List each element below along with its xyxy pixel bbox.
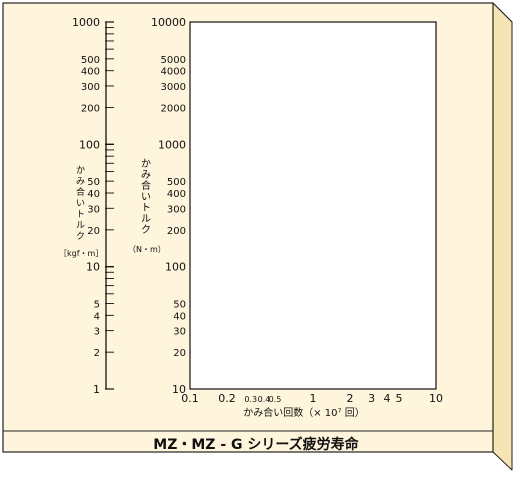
y-axis-title: かみ合いトルク（N・m）	[128, 158, 166, 254]
secondary-tick-label: 40	[87, 189, 100, 200]
secondary-tick-label: 100	[79, 138, 100, 151]
secondary-tick-label: 3	[94, 327, 100, 338]
y-tick-label: 10	[172, 383, 186, 396]
x-tick-label: 0.3	[244, 395, 257, 404]
y-tick-label: 4000	[161, 67, 186, 78]
y-tick-label: 50	[173, 299, 186, 310]
secondary-tick-label: 10	[86, 261, 100, 274]
secondary-tick-label: 5	[94, 299, 100, 310]
y-tick-label: 300	[167, 204, 186, 215]
y-tick-label: 200	[167, 226, 186, 237]
frame-right-face	[492, 2, 513, 471]
y-tick-label: 40	[173, 311, 186, 322]
x-tick-label: 5	[395, 392, 402, 405]
y-tick-label: 1000	[158, 138, 186, 151]
y-tick-label: 5000	[161, 55, 186, 66]
secondary-tick-label: 50	[87, 177, 100, 188]
secondary-tick-label: 200	[81, 104, 100, 115]
y-tick-label: 2000	[161, 104, 186, 115]
cycles-axis: 0.1 0.2 0.3 0.40.5 1 2 3 4 5 10	[181, 392, 443, 405]
y-tick-label: 20	[173, 348, 186, 359]
secondary-tick-label: 1	[93, 383, 100, 396]
secondary-tick-label: 30	[87, 204, 100, 215]
secondary-tick-label: 1000	[72, 16, 100, 29]
secondary-tick-label: 300	[81, 82, 100, 93]
x-tick-label: 3	[368, 392, 375, 405]
x-tick-label: 0.2	[218, 392, 236, 405]
y-tick-label: 500	[167, 177, 186, 188]
secondary-tick-label: 2	[94, 348, 100, 359]
y-tick-label: 10000	[151, 16, 186, 29]
y-tick-label: 3000	[161, 82, 186, 93]
secondary-tick-label: 400	[81, 67, 100, 78]
y-tick-label: 30	[173, 327, 186, 338]
secondary-axis-title: かみ合いトルク［kgf・m］	[59, 165, 103, 258]
x-tick-label: 2	[347, 392, 354, 405]
x-axis-title: かみ合い回数（× 10⁷ 回）	[243, 406, 364, 419]
x-tick-label: 4	[384, 392, 391, 405]
x-tick-label: 10	[429, 392, 443, 405]
secondary-tick-label: 500	[81, 55, 100, 66]
y-tick-label: 100	[165, 261, 186, 274]
x-tick-label: 0.1	[181, 392, 199, 405]
x-tick-label: 0.5	[269, 395, 282, 404]
secondary-tick-label: 20	[87, 226, 100, 237]
x-tick-label: 0.4	[258, 395, 271, 404]
y-tick-label: 400	[167, 189, 186, 200]
plot-border	[189, 21, 437, 390]
chart-caption: MZ・MZ - G シリーズ疲労寿命	[153, 436, 359, 453]
secondary-tick-label: 4	[94, 311, 100, 322]
x-tick-label: 1	[310, 392, 317, 405]
